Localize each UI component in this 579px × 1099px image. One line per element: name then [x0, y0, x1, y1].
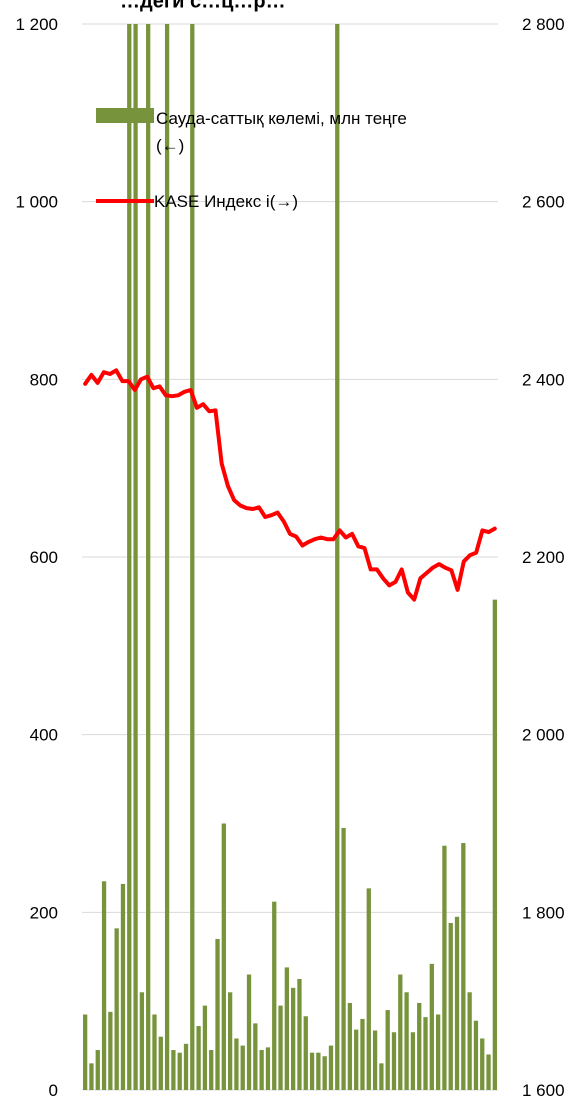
legend: Сауда-саттық көлемі, млн теңге (←) KASE … [96, 108, 412, 211]
bar [322, 1056, 327, 1090]
bar [398, 974, 403, 1090]
right-tick-label: 2 000 [522, 726, 565, 745]
right-tick-label: 2 600 [522, 193, 565, 212]
bar [89, 1063, 94, 1090]
bar [246, 974, 252, 1090]
bar [423, 1017, 428, 1090]
left-tick-label: 1 000 [15, 193, 58, 212]
right-tick-label: 1 800 [522, 903, 565, 922]
left-tick-label: 600 [30, 548, 58, 567]
left-axis-ticks: 0 200 400 600 800 1 000 1 200 [15, 15, 58, 1099]
kase-index-line [83, 368, 497, 602]
bar [164, 24, 170, 1090]
bar [372, 1030, 378, 1090]
bar [259, 1050, 264, 1090]
bar [209, 1050, 214, 1090]
bar [227, 992, 233, 1090]
line-series [83, 368, 497, 602]
right-tick-label: 2 800 [522, 15, 565, 34]
bar [429, 963, 434, 1090]
bar [83, 1014, 88, 1090]
bar [435, 1014, 441, 1090]
bar [448, 922, 453, 1090]
bar [171, 1050, 176, 1090]
bar [473, 1020, 479, 1090]
bar [139, 992, 145, 1090]
bar [114, 928, 119, 1090]
bar [240, 1045, 245, 1090]
bar [133, 24, 138, 1090]
bar [284, 967, 289, 1090]
bar [234, 1038, 239, 1090]
bar [379, 1063, 384, 1090]
bar [127, 24, 132, 1090]
bar [95, 1050, 100, 1090]
left-tick-label: 800 [30, 370, 58, 389]
bar [347, 1002, 353, 1090]
chart-title: …деги с…ц…р… [120, 0, 286, 12]
bar [158, 1036, 163, 1090]
bar [108, 1011, 113, 1090]
bar [278, 1005, 283, 1090]
bar [366, 888, 371, 1090]
bar [442, 845, 447, 1090]
legend-line-label: KASE Индекс і(→) [154, 192, 298, 211]
bar [404, 992, 409, 1090]
right-tick-label: 1 600 [522, 1081, 565, 1099]
bar [391, 1032, 397, 1090]
bar [215, 938, 220, 1090]
bar [480, 1038, 485, 1090]
left-tick-label: 400 [30, 726, 58, 745]
right-axis-ticks: 1 600 1 800 2 000 2 200 2 400 2 600 2 800 [522, 15, 565, 1099]
left-tick-label: 200 [30, 903, 58, 922]
bar [183, 1043, 189, 1090]
bar [328, 1045, 334, 1090]
bar [272, 901, 277, 1090]
bar [417, 1002, 422, 1090]
bar-series [83, 24, 497, 1090]
bar [146, 24, 151, 1090]
bar [221, 823, 226, 1090]
bar [309, 1052, 315, 1090]
bar [101, 881, 107, 1090]
right-tick-label: 2 200 [522, 548, 565, 567]
bar [341, 827, 346, 1090]
legend-bar-label: Сауда-саттық көлемі, млн теңге (←) [156, 109, 412, 155]
bar [454, 916, 460, 1090]
bar [461, 843, 466, 1090]
bar [291, 987, 296, 1090]
bar [360, 1018, 365, 1090]
bar [303, 1016, 308, 1090]
bar [196, 1026, 201, 1090]
bar [467, 992, 472, 1090]
bar [354, 1029, 359, 1090]
bar [265, 1047, 271, 1090]
gridlines [82, 23, 498, 1091]
left-tick-label: 1 200 [15, 15, 58, 34]
bar [410, 1032, 416, 1090]
bar [316, 1052, 321, 1090]
bar [152, 1014, 157, 1090]
bar [190, 24, 195, 1090]
bar [202, 1005, 208, 1090]
bar [253, 1023, 258, 1090]
left-tick-label: 0 [49, 1081, 58, 1099]
bar [297, 978, 302, 1090]
bar [335, 24, 340, 1090]
legend-bar-swatch [96, 108, 154, 123]
right-tick-label: 2 400 [522, 370, 565, 389]
bar [385, 1010, 390, 1090]
bar [120, 883, 126, 1090]
bar [486, 1054, 491, 1090]
bar [492, 599, 497, 1090]
bar [177, 1052, 182, 1090]
